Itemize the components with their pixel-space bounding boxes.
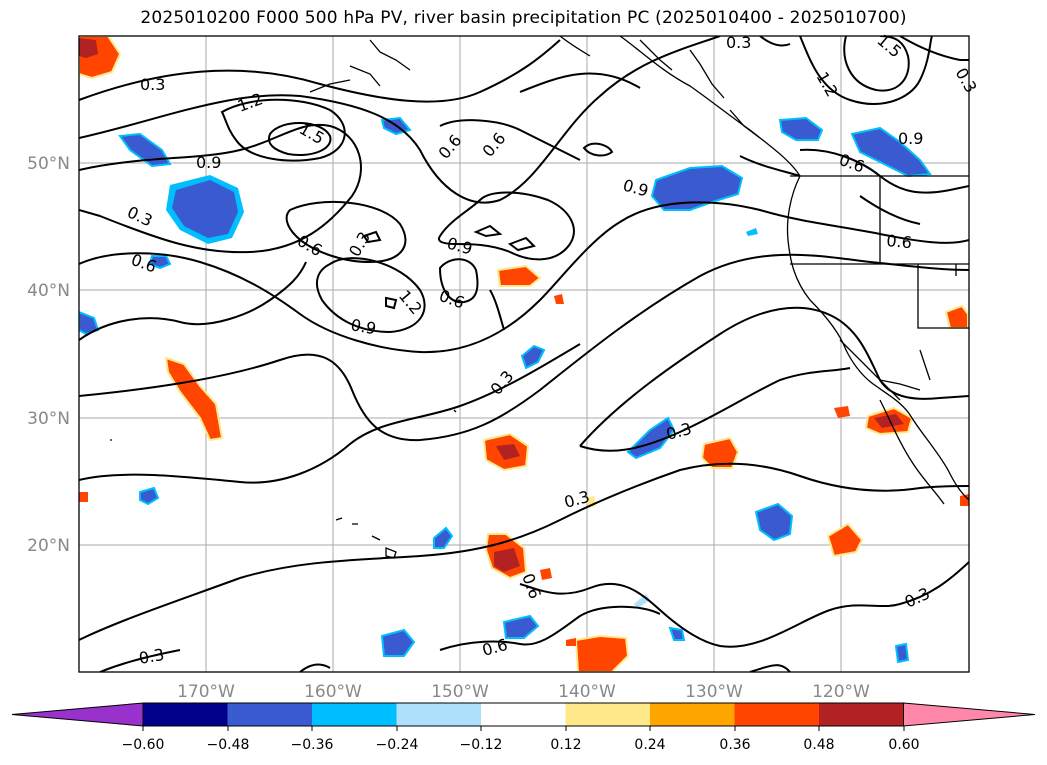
gridlines [79, 36, 969, 672]
colorbar-tick-label: 0.36 [719, 737, 750, 753]
lon-label: 130°W [685, 682, 743, 702]
colorbar-tick-label: 0.12 [550, 737, 581, 753]
plot-frame [78, 35, 970, 673]
lon-label: 140°W [558, 682, 616, 702]
contour-label: 0.9 [349, 315, 377, 338]
colorbar-swatch [312, 703, 397, 726]
colorbar-tick-label: −0.60 [122, 737, 165, 753]
colorbar-ticks [142, 726, 905, 731]
colorbar-swatch [227, 703, 313, 726]
colorbar-swatches [11, 702, 1036, 727]
lon-labels: 170°W 160°W 150°W 140°W 130°W 120°W [177, 682, 870, 702]
colorbar-tick-label: −0.36 [291, 737, 334, 753]
colorbar-tick-label: 0.60 [888, 737, 919, 753]
lon-label: 120°W [812, 682, 870, 702]
lon-label: 150°W [431, 682, 489, 702]
colorbar-tick-label: −0.48 [207, 737, 250, 753]
colorbar-extend-high [903, 702, 1036, 727]
colorbar-swatch [650, 703, 735, 726]
precip-pc-patches [79, 36, 969, 672]
colorbar-tick-label: 0.24 [634, 737, 665, 753]
contour-label: 0.9 [196, 153, 221, 172]
colorbar-tick-label: −0.12 [460, 737, 503, 753]
colorbar-swatch [819, 703, 904, 726]
colorbar: −0.60 −0.48 −0.36 −0.24 −0.12 0.12 0.24 … [11, 702, 1036, 753]
colorbar-tick-label: −0.24 [376, 737, 419, 753]
contour-label: 0.3 [726, 33, 751, 52]
contour-label: 0.3 [140, 75, 165, 94]
colorbar-frame [142, 702, 904, 727]
colorbar-swatch [734, 703, 820, 726]
colorbar-swatch [396, 703, 482, 726]
lat-label: 40°N [27, 281, 70, 301]
lon-label: 170°W [177, 682, 235, 702]
colorbar-swatch [565, 703, 651, 726]
lat-label: 20°N [27, 536, 70, 556]
map-title: 2025010200 F000 500 hPa PV, river basin … [140, 8, 907, 28]
lat-labels: 50°N 40°N 30°N 20°N [27, 154, 70, 556]
lat-label: 50°N [27, 154, 70, 174]
colorbar-swatch [481, 703, 566, 726]
lon-label: 160°W [304, 682, 362, 702]
coastlines [110, 36, 969, 559]
contour-label: 0.3 [137, 645, 165, 668]
lat-label: 30°N [27, 409, 70, 429]
colorbar-swatch [143, 703, 228, 726]
contour-label: 0.9 [898, 129, 923, 148]
colorbar-extend-low [11, 702, 144, 727]
contour-label: 0.6 [886, 231, 913, 252]
colorbar-tick-label: 0.48 [803, 737, 834, 753]
pv-contours [79, 36, 969, 672]
colorbar-tick-labels: −0.60 −0.48 −0.36 −0.24 −0.12 0.12 0.24 … [122, 737, 920, 753]
